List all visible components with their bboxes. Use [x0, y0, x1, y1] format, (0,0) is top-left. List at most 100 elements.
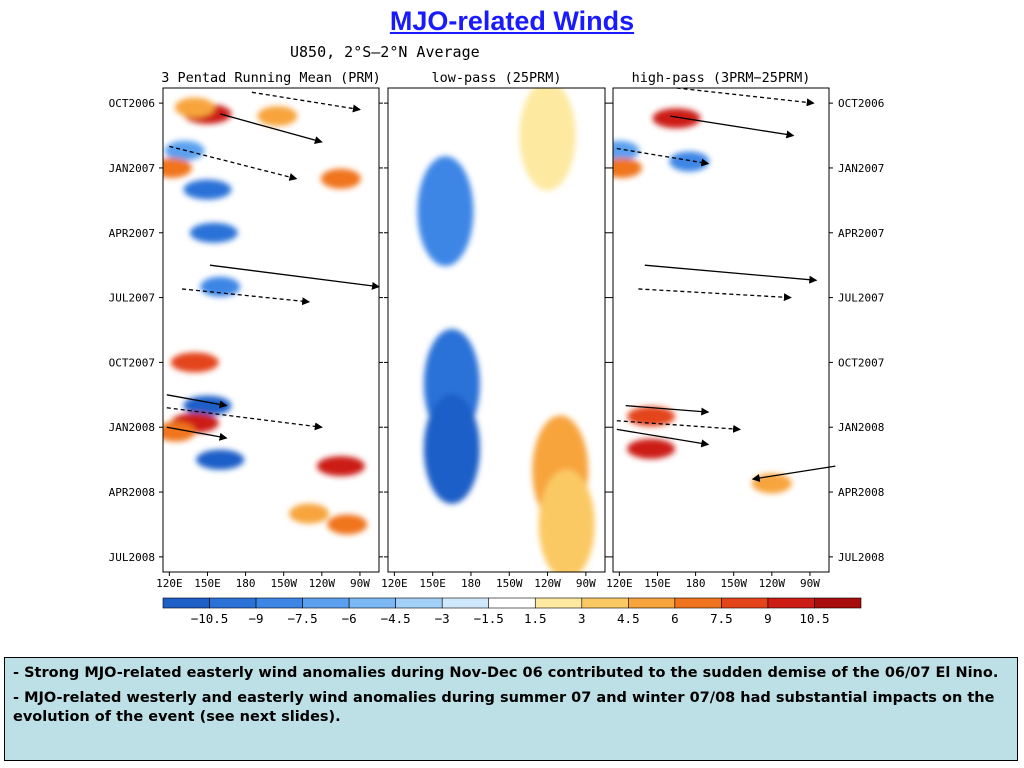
propagation-arrow — [220, 113, 323, 145]
colorbar-swatch — [674, 597, 722, 609]
y-tick-label-right: OCT2007 — [838, 356, 884, 369]
colorbar-label: 9 — [764, 611, 772, 626]
x-tick-label: 150E — [419, 577, 446, 590]
x-tick-label: 120W — [759, 577, 786, 590]
colorbar-swatch — [488, 597, 536, 609]
dashed-propagation-arrow — [181, 288, 311, 306]
propagation-arrow — [670, 115, 795, 139]
note-1: - Strong MJO-related easterly wind anoma… — [13, 665, 999, 681]
x-tick-label: 120W — [534, 577, 561, 590]
colorbar-label: 7.5 — [710, 611, 733, 626]
colorbar-label: −10.5 — [191, 611, 229, 626]
y-axis-right: OCT2006 JAN2007 APR2007 JUL2007 OCT2007 JAN20… — [838, 97, 884, 564]
dashed-propagation-arrow — [638, 288, 792, 302]
anomaly-blob — [627, 438, 676, 459]
anomaly-blob — [669, 151, 710, 172]
y-tick-label-right: JUL2008 — [838, 551, 884, 564]
y-tick-label-left: JAN2008 — [109, 421, 155, 434]
figure-title: U850, 2°S–2°N Average — [290, 43, 480, 61]
colorbar-swatch — [628, 597, 676, 609]
colorbar-swatch — [302, 597, 350, 609]
slide-title: MJO-related Winds — [389, 6, 635, 36]
x-tick-label: 180 — [686, 577, 706, 590]
panel-3: high-pass (3PRM−25PRM) 120E 150E 180 150W 120… — [606, 70, 836, 590]
x-tick-label: 150W — [720, 577, 747, 590]
dashed-propagation-arrow — [166, 407, 323, 431]
x-tick-label: 90W — [800, 577, 820, 590]
x-tick-label: 120W — [309, 577, 336, 590]
y-tick-label-right: APR2008 — [838, 486, 884, 499]
hovmoller-figure: U850, 2°S–2°N Average 3 Pentad Running M… — [109, 43, 885, 626]
colorbar: −10.5 −9 −7.5 −6 −4.5 −3 −1.5 1.5 3 4.5 6 7.5 9 10.5 — [162, 597, 862, 626]
propagation-arrow — [644, 264, 818, 284]
anomaly-blob — [170, 352, 219, 373]
y-tick-label-left: JAN2007 — [109, 162, 155, 175]
panel-2: low-pass (25PRM) 120E 150E 180 150W 120W 90W — [381, 70, 609, 590]
colorbar-swatch — [209, 597, 257, 609]
anomaly-blob — [196, 449, 245, 470]
y-tick-label-left: APR2008 — [109, 486, 155, 499]
colorbar-swatch — [721, 597, 769, 609]
panel-1: 3 Pentad Running Mean (PRM) 120E 150E 180 15… — [156, 70, 383, 590]
propagation-arrow — [166, 394, 228, 409]
anomaly-blob — [183, 179, 232, 200]
anomaly-blob — [316, 456, 365, 477]
anomaly-blob — [257, 106, 298, 127]
dashed-propagation-arrow — [251, 91, 361, 113]
y-tick-label-left: JUL2008 — [109, 551, 155, 564]
colorbar-label: 4.5 — [617, 611, 640, 626]
anomaly-blob — [289, 503, 330, 524]
y-tick-label-left: OCT2006 — [109, 97, 155, 110]
anomaly-field — [417, 88, 595, 572]
dashed-propagation-arrow — [616, 147, 710, 167]
note-1-text: Strong MJO-related easterly wind anomali… — [24, 665, 999, 681]
panel-frame — [162, 87, 380, 573]
anomaly-blob — [163, 157, 192, 178]
anomaly-blob — [423, 393, 480, 504]
anomaly-blob — [327, 514, 368, 535]
y-tick-label-left: JUL2007 — [109, 292, 155, 305]
anomaly-blob — [613, 157, 642, 178]
colorbar-label: −4.5 — [381, 611, 411, 626]
y-tick-label-right: JAN2008 — [838, 421, 884, 434]
colorbar-label: 6 — [671, 611, 679, 626]
panel-frame — [612, 87, 830, 573]
anomaly-blob — [538, 469, 595, 572]
anomaly-blob — [417, 156, 474, 267]
colorbar-swatch — [162, 597, 210, 609]
x-tick-label: 120E — [156, 577, 183, 590]
anomaly-blob — [174, 97, 215, 118]
colorbar-swatch — [534, 597, 583, 609]
colorbar-label: −6 — [342, 611, 357, 626]
colorbar-swatch — [395, 597, 443, 609]
propagation-arrow — [751, 465, 836, 482]
anomaly-blob — [627, 406, 676, 427]
y-tick-label-right: JUL2007 — [838, 292, 884, 305]
colorbar-label: 10.5 — [799, 611, 829, 626]
panel-background — [163, 88, 379, 572]
dashed-propagation-arrow — [169, 145, 298, 181]
colorbar-label: 3 — [578, 611, 586, 626]
anomaly-blob — [163, 421, 196, 442]
propagation-arrow — [166, 426, 228, 441]
x-tick-label: 150W — [496, 577, 523, 590]
panel-frame — [387, 87, 606, 573]
y-tick-label-right: JAN2007 — [838, 162, 884, 175]
panel-background — [613, 88, 829, 572]
propagation-arrow — [616, 428, 710, 448]
x-tick-label: 180 — [236, 577, 256, 590]
anomaly-blob — [751, 473, 792, 494]
note-2: - MJO-related westerly and easterly wind… — [13, 690, 995, 725]
colorbar-label: −7.5 — [288, 611, 318, 626]
colorbar-label: −1.5 — [474, 611, 504, 626]
notes-box: - Strong MJO-related easterly wind anoma… — [4, 657, 1018, 761]
dashed-propagation-arrow — [676, 87, 815, 107]
anomaly-blob — [652, 108, 701, 129]
note-2-text: MJO-related westerly and easterly wind a… — [13, 690, 995, 725]
x-tick-label: 180 — [461, 577, 481, 590]
propagation-arrow — [209, 264, 380, 290]
x-tick-label: 150E — [194, 577, 221, 590]
colorbar-swatch — [255, 597, 303, 609]
x-tick-label: 150E — [644, 577, 671, 590]
anomaly-blob — [189, 222, 238, 243]
